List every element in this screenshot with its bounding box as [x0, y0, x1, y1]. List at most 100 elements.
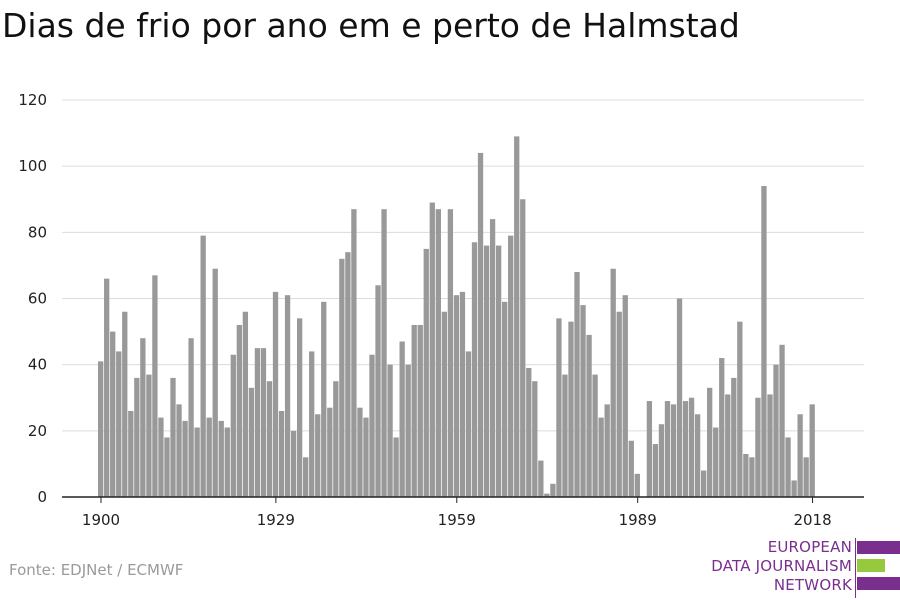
- bar-1935: [309, 351, 315, 497]
- y-tick-label: 120: [18, 91, 47, 109]
- bar-1957: [441, 311, 448, 497]
- bar-1917: [200, 235, 206, 497]
- bar-1964: [483, 245, 490, 497]
- bar-1965: [489, 219, 496, 497]
- bar-1966: [495, 245, 502, 497]
- logo-bar-top: [857, 541, 900, 554]
- bar-1942: [351, 209, 357, 497]
- bar-1911: [164, 437, 170, 497]
- bar-1921: [224, 427, 230, 497]
- bar-1903: [116, 351, 122, 497]
- bar-1941: [345, 252, 351, 497]
- bar-1994: [664, 401, 671, 497]
- x-tick-label: 1989: [619, 511, 657, 529]
- bar-2014: [785, 437, 791, 497]
- bar-1919: [212, 268, 218, 497]
- bar-1949: [393, 437, 399, 497]
- x-tick-label: 1900: [82, 511, 120, 529]
- bar-1920: [218, 420, 224, 497]
- bar-1939: [333, 381, 339, 497]
- bar-1972: [532, 381, 538, 497]
- bar-1953: [417, 324, 423, 497]
- bar-1927: [260, 348, 267, 498]
- bar-1958: [447, 209, 454, 497]
- bar-1987: [622, 295, 628, 497]
- logo-line-data-journalism: DATA JOURNALISM: [711, 557, 852, 575]
- bar-1901: [104, 278, 110, 497]
- bar-1954: [423, 248, 429, 498]
- bar-1968: [508, 235, 514, 497]
- bar-2003: [719, 358, 725, 497]
- x-tick-label: 2018: [793, 511, 831, 529]
- logo-line-network: NETWORK: [773, 576, 852, 594]
- bar-1971: [526, 367, 532, 497]
- bar-1993: [658, 424, 665, 497]
- logo-divider: [855, 538, 856, 598]
- bar-2018: [809, 404, 815, 497]
- y-tick-label: 60: [28, 290, 47, 308]
- bar-1930: [278, 410, 285, 497]
- bar-1961: [465, 351, 472, 497]
- bar-1926: [254, 348, 261, 498]
- bar-1912: [170, 377, 176, 497]
- bar-1918: [206, 417, 212, 497]
- bar-1907: [140, 338, 146, 497]
- source-label: Fonte: EDJNet / ECMWF: [9, 561, 184, 579]
- bar-1989: [634, 473, 640, 497]
- bar-1956: [435, 209, 441, 497]
- bar-1960: [459, 291, 466, 497]
- bar-1946: [375, 285, 381, 497]
- edjnet-logo: EUROPEAN DATA JOURNALISM NETWORK: [700, 538, 900, 598]
- bar-1928: [266, 381, 273, 497]
- bar-2016: [797, 414, 803, 497]
- bar-1940: [339, 258, 345, 497]
- bar-1906: [134, 377, 140, 497]
- bar-2004: [725, 394, 731, 497]
- bar-1947: [381, 209, 387, 497]
- bar-2007: [743, 453, 749, 497]
- bar-1963: [477, 152, 484, 497]
- bar-1945: [369, 354, 375, 497]
- x-axis-ticks: 1900 1929 1959 1989 2018: [82, 497, 832, 529]
- bar-1943: [357, 407, 363, 497]
- bar-1962: [471, 242, 478, 497]
- bar-1995: [670, 404, 677, 497]
- bar-1982: [592, 374, 598, 497]
- logo-line-european: EUROPEAN: [767, 538, 852, 556]
- bar-1904: [122, 311, 128, 497]
- bar-2006: [737, 321, 743, 497]
- bar-1908: [146, 374, 152, 497]
- bar-1905: [128, 410, 134, 497]
- bar-2012: [773, 364, 779, 497]
- bar-1923: [236, 324, 242, 497]
- bar-1948: [387, 364, 393, 497]
- logo-bar-bottom: [857, 577, 900, 590]
- bar-1910: [158, 417, 164, 497]
- bar-1985: [610, 268, 616, 497]
- bar-1934: [303, 457, 309, 497]
- bar-1996: [676, 298, 683, 497]
- bar-1925: [248, 387, 255, 497]
- bar-1980: [580, 305, 586, 497]
- bar-1955: [429, 202, 435, 497]
- bar-1933: [296, 318, 303, 497]
- bar-1932: [290, 430, 297, 497]
- bar-1984: [604, 404, 610, 497]
- y-tick-label: 80: [28, 223, 47, 241]
- bar-2001: [707, 387, 713, 497]
- bar-1959: [453, 295, 460, 497]
- y-tick-label: 100: [18, 157, 47, 175]
- bar-1951: [405, 364, 411, 497]
- bar-1922: [230, 354, 236, 497]
- bar-2013: [779, 344, 785, 497]
- bar-1914: [182, 420, 188, 497]
- logo-bar-middle: [857, 559, 885, 572]
- bar-1969: [514, 136, 520, 497]
- bar-1992: [652, 444, 659, 497]
- bar-1931: [284, 295, 291, 497]
- bar-1915: [188, 338, 194, 497]
- bar-1977: [562, 374, 568, 497]
- bar-1944: [363, 417, 369, 497]
- bar-1975: [550, 483, 556, 497]
